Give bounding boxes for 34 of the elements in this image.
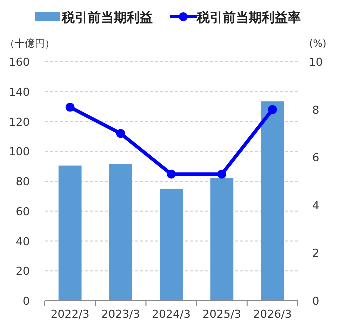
point — [116, 129, 126, 138]
y-axis-title: （十億円） — [5, 38, 55, 50]
y2-tick-label: 10 — [309, 56, 323, 69]
x-tick-label: 2026/3 — [253, 308, 292, 321]
y-tick-label: 40 — [16, 235, 30, 248]
y-tick-label: 60 — [16, 205, 30, 218]
legend-label: 税引前当期利益 — [61, 10, 153, 26]
y2-tick-label: 2 — [312, 247, 320, 260]
bar — [109, 164, 132, 301]
legend-label: 税引前当期利益率 — [196, 10, 301, 26]
bar — [58, 166, 82, 301]
x-tick-label: 2025/3 — [202, 308, 242, 321]
point — [66, 102, 75, 112]
y-tick-label: 140 — [9, 86, 30, 99]
x-tick-label: 2022/3 — [50, 308, 90, 321]
x-tick-label: 2024/3 — [152, 308, 191, 321]
y2-tick-label: 8 — [312, 104, 320, 117]
y-tick-label: 80 — [16, 176, 30, 188]
bar — [160, 188, 183, 301]
y-tick-label: 100 — [9, 146, 30, 159]
x-tick-label: 2023/3 — [102, 308, 140, 321]
y-tick-label: 0 — [23, 295, 30, 308]
y2-axis-title: (%) — [309, 39, 327, 50]
point — [218, 170, 227, 179]
bar — [210, 178, 234, 301]
y2-tick-label: 4 — [312, 199, 320, 212]
y-tick-label: 160 — [9, 56, 30, 69]
y2-tick-label: 6 — [312, 152, 320, 165]
point — [268, 105, 278, 114]
y2-tick-label: 0 — [312, 295, 320, 308]
y-tick-label: 20 — [16, 265, 30, 278]
y-tick-label: 120 — [9, 116, 30, 129]
bar — [261, 102, 284, 301]
point — [167, 170, 176, 179]
